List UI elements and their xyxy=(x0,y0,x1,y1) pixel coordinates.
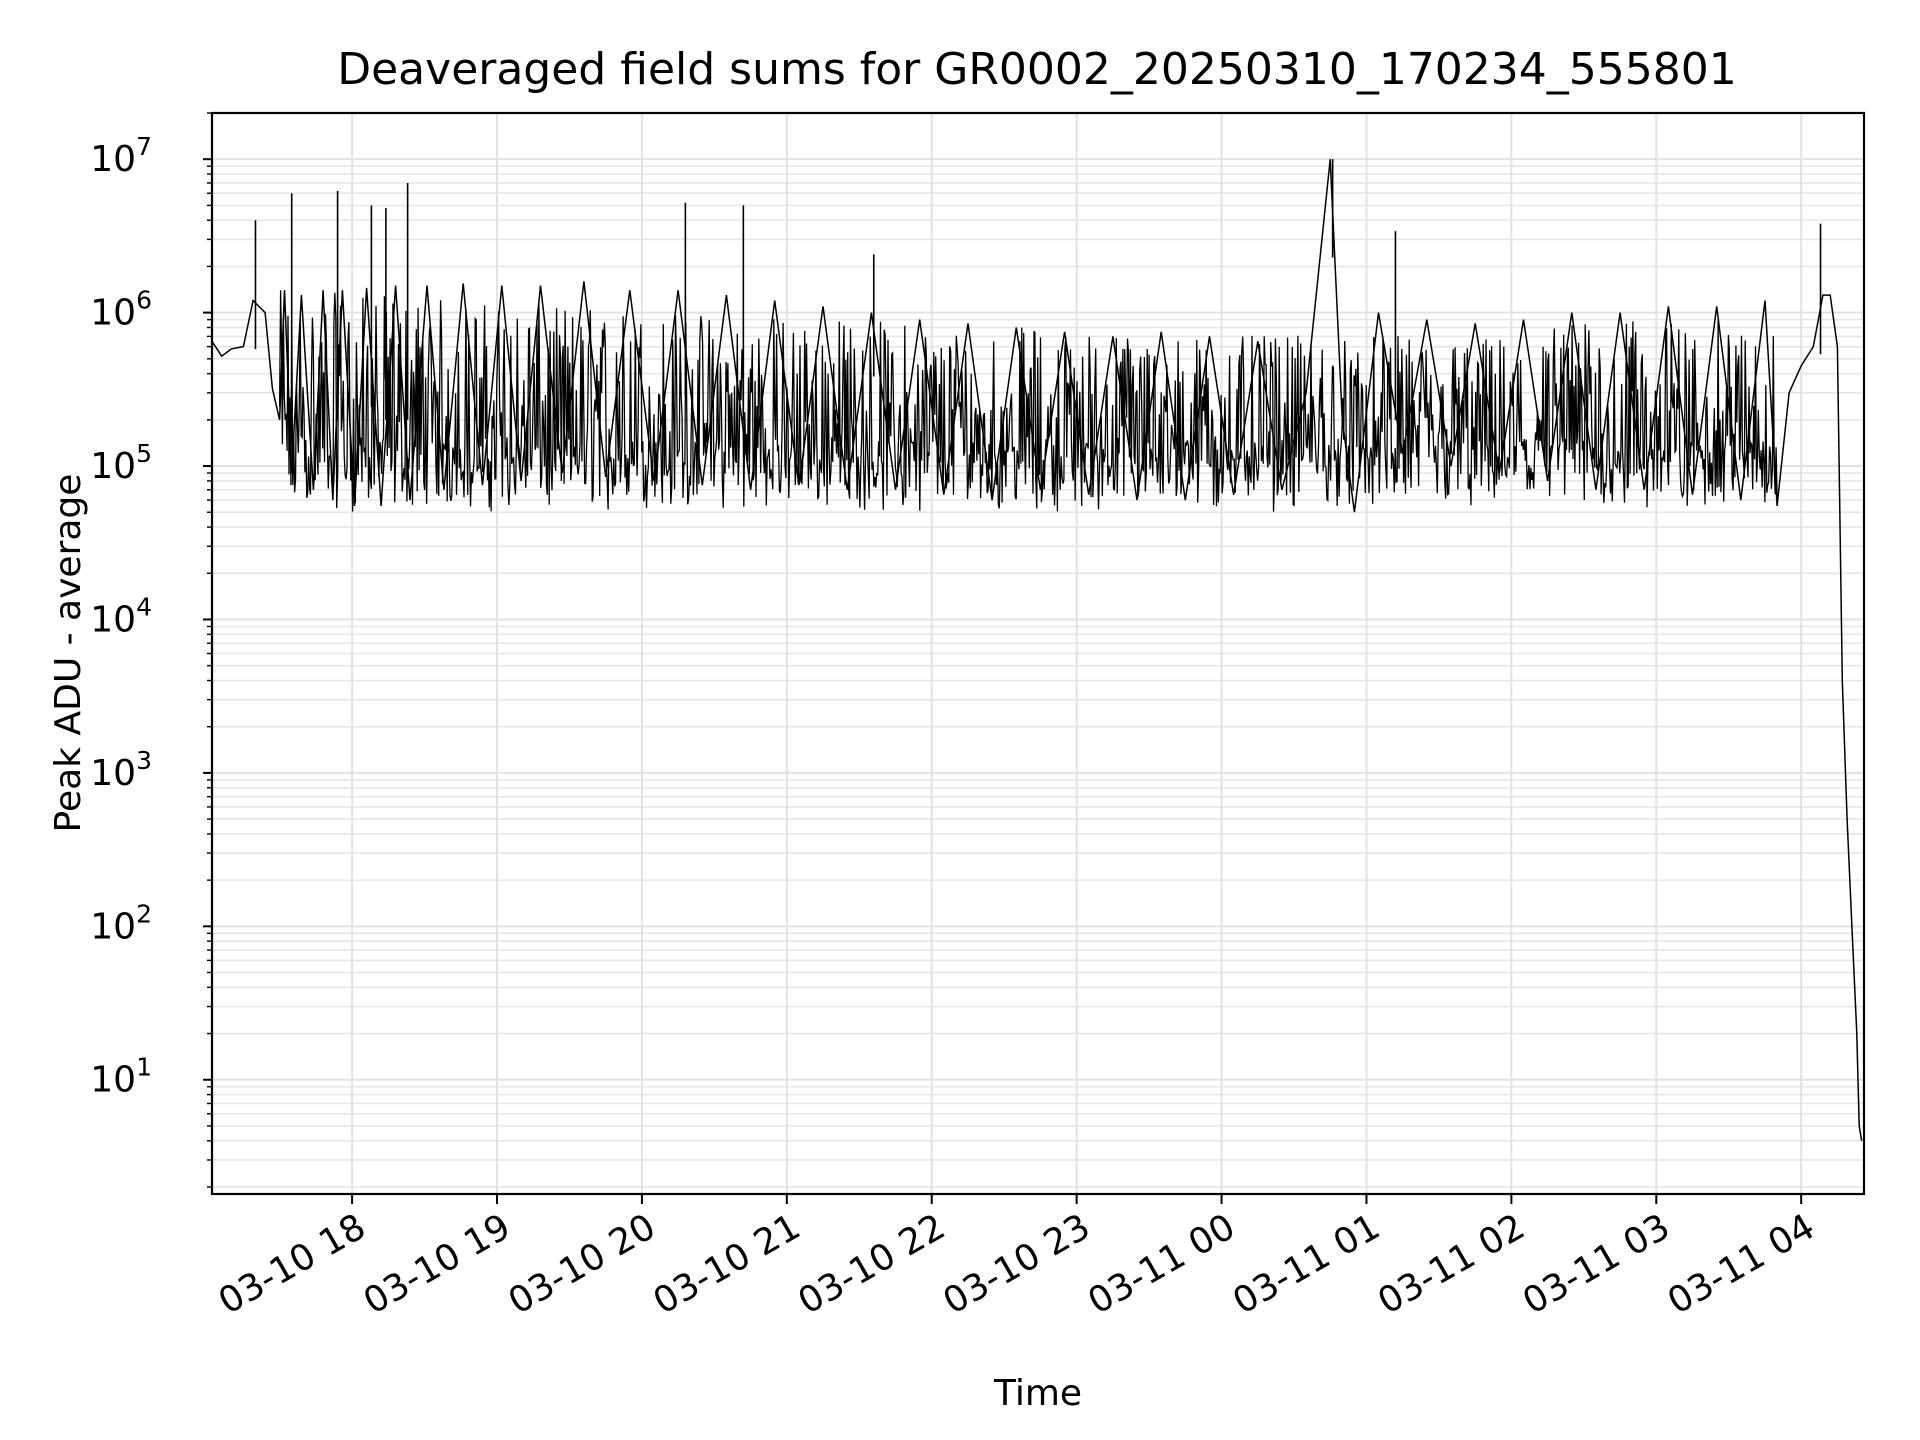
x-axis-label: Time xyxy=(993,1373,1082,1414)
y-tick-exponent: 3 xyxy=(136,746,152,775)
y-tick-exponent: 6 xyxy=(136,286,152,315)
y-axis-label: Peak ADU - average xyxy=(48,474,89,833)
grid-layer xyxy=(212,112,1864,1194)
y-tick-exponent: 7 xyxy=(136,132,152,161)
y-tick-exponent: 1 xyxy=(136,1053,152,1082)
y-tick-label: 104 xyxy=(90,592,152,640)
y-tick-exponent: 2 xyxy=(136,899,152,928)
y-tick-exponent: 5 xyxy=(136,439,152,468)
y-tick-exponent: 4 xyxy=(136,592,152,621)
y-tick-label: 105 xyxy=(90,439,152,487)
series-noise-trace xyxy=(278,290,1778,512)
chart-title: Deaveraged field sums for GR0002_2025031… xyxy=(337,44,1737,95)
series-line xyxy=(211,159,1863,1141)
data-layer xyxy=(211,159,1863,1141)
